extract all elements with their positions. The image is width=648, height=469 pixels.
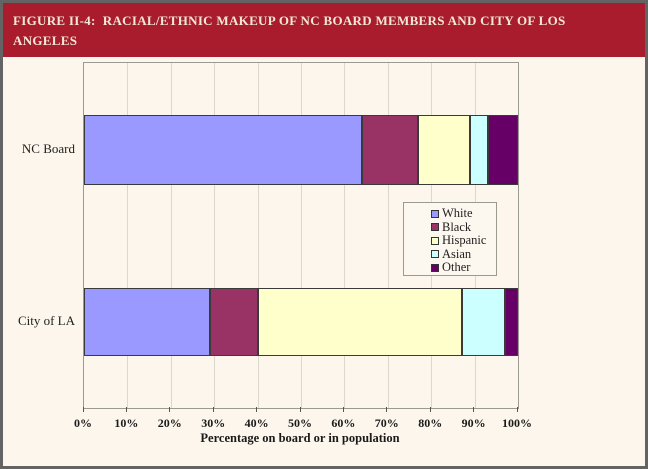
legend-swatch	[431, 223, 439, 232]
x-tick: 100%	[502, 407, 532, 431]
x-tick: 10%	[114, 407, 138, 431]
x-tick-label: 50%	[288, 416, 312, 430]
x-tick: 40%	[245, 407, 269, 431]
legend-item-white: White	[431, 207, 496, 221]
x-tick-label: 20%	[157, 416, 182, 430]
x-tick-mark	[516, 407, 518, 412]
x-tick: 70%	[375, 407, 399, 431]
x-tick-mark	[169, 407, 171, 412]
gridline	[127, 63, 129, 408]
x-tick-mark	[386, 407, 388, 412]
x-tick-label: 60%	[331, 416, 356, 430]
bar-segment-asian	[461, 288, 505, 356]
x-tick-label: 80%	[418, 416, 443, 430]
legend: White Black Hispanic Asian Other	[403, 202, 497, 276]
legend-label: Other	[442, 260, 471, 275]
x-tick-label: 0%	[74, 416, 92, 430]
gridline	[214, 63, 216, 408]
x-tick-mark	[212, 407, 214, 412]
x-tick-label: 30%	[201, 416, 226, 430]
x-tick-label: 10%	[114, 416, 139, 430]
x-tick-label: 100%	[502, 416, 532, 430]
x-tick: 30%	[201, 407, 225, 431]
bar-segment-white	[84, 288, 210, 356]
x-tick: 90%	[462, 407, 486, 431]
gridline	[257, 63, 259, 408]
x-tick-mark	[82, 407, 84, 412]
x-tick-label: 90%	[461, 416, 486, 430]
legend-swatch	[431, 263, 439, 272]
bar-segment-black	[209, 288, 258, 356]
figure-header-banner: FIGURE II-4: RACIAL/ETHNIC MAKEUP OF NC …	[3, 3, 645, 57]
legend-swatch	[431, 209, 439, 218]
gridline	[344, 63, 346, 408]
x-tick-mark	[299, 407, 301, 412]
x-tick-mark	[125, 407, 127, 412]
category-label: City of LA	[17, 313, 75, 328]
x-tick-mark	[473, 407, 475, 412]
legend-label: Hispanic	[442, 233, 487, 248]
bar-segment-other	[487, 115, 518, 185]
legend-item-hispanic: Hispanic	[431, 234, 496, 248]
legend-swatch	[431, 236, 439, 245]
gridline	[170, 63, 172, 408]
x-tick-mark	[429, 407, 431, 412]
x-tick-label: 70%	[374, 416, 399, 430]
x-tick: 60%	[331, 407, 355, 431]
figure-title: FIGURE II-4: RACIAL/ETHNIC MAKEUP OF NC …	[13, 13, 569, 48]
x-tick-label: 40%	[244, 416, 269, 430]
legend-label: White	[442, 206, 473, 221]
bar-segment-other	[504, 288, 518, 356]
legend-label: Black	[442, 219, 472, 234]
legend-item-black: Black	[431, 219, 496, 235]
legend-label: Asian	[442, 246, 472, 261]
x-tick: 20%	[158, 407, 182, 431]
gridline	[301, 63, 302, 408]
legend-item-other: Other	[431, 261, 496, 275]
legend-swatch	[431, 250, 439, 259]
gridline	[387, 63, 389, 408]
x-tick: 80%	[418, 407, 442, 431]
bar-segment-black	[361, 115, 419, 185]
bar-segment-hispanic	[257, 288, 462, 356]
x-tick-mark	[342, 407, 344, 412]
bar-nc-board	[84, 115, 518, 185]
category-label: NC Board	[21, 141, 75, 156]
x-axis: 0% 10% 20% 30% 40% 50% 60% 70% 80% 90% 100%	[74, 407, 532, 447]
bar-segment-asian	[470, 115, 488, 185]
x-axis-title: Percentage on board or in population	[200, 431, 400, 445]
bar-city-of-la	[84, 288, 518, 356]
x-tick-mark	[256, 407, 258, 412]
bar-segment-hispanic	[418, 115, 471, 185]
x-tick: 50%	[288, 407, 312, 431]
x-tick: 0%	[74, 407, 92, 431]
bar-segment-white	[84, 115, 362, 185]
legend-item-asian: Asian	[431, 246, 496, 262]
